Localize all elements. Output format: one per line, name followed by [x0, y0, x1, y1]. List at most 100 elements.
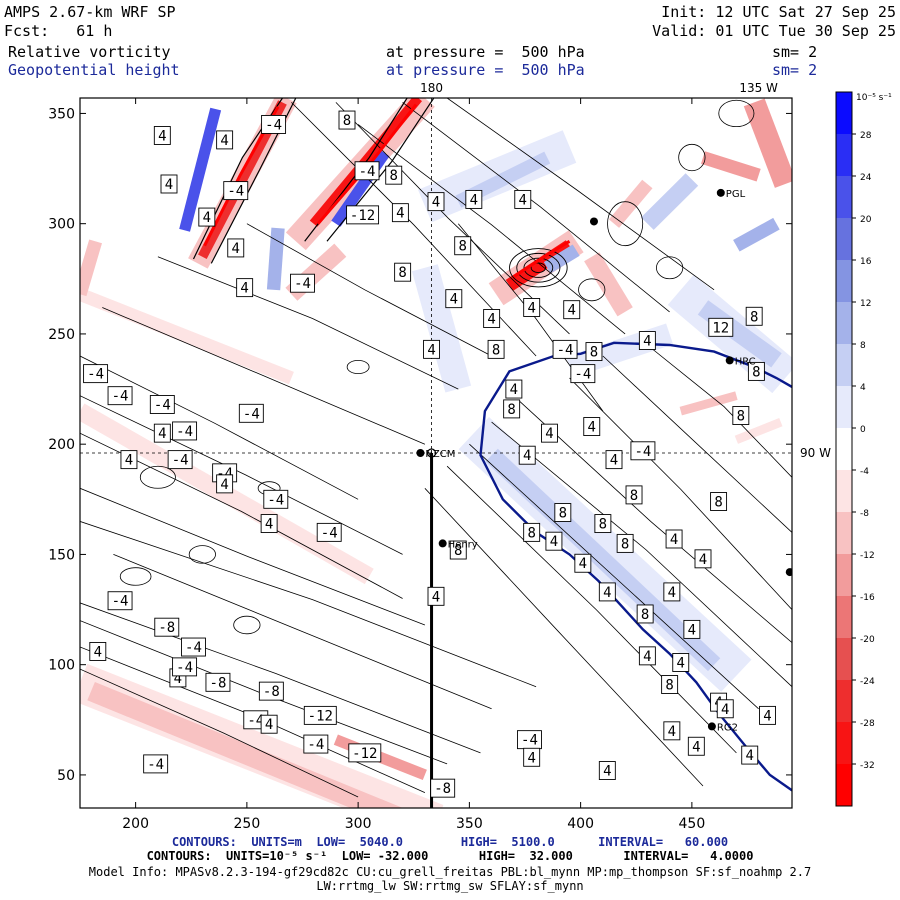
contour-label-box: [708, 317, 734, 337]
vort-cell: [656, 256, 684, 280]
contour-label: -4: [172, 421, 198, 441]
contour-label-box: [216, 130, 234, 150]
vort-contour: [80, 668, 359, 798]
contour-label-text: 4: [232, 241, 240, 257]
vort-contour: [80, 602, 481, 754]
vort-contour: [157, 256, 459, 390]
contour-label-text: 4: [165, 177, 173, 193]
contour-label-box: [465, 189, 483, 209]
contour-label-text: 8: [630, 488, 638, 504]
contour-label-text: 4: [668, 585, 676, 601]
vortex-core-line: [513, 240, 571, 278]
contour-label-text: 4: [94, 644, 102, 660]
contour-label-box: [541, 423, 558, 443]
contour-label: -4: [354, 161, 380, 181]
contour-label-text: 4: [523, 448, 531, 464]
contour-label-box: [732, 406, 750, 425]
contour-label-text: -8: [434, 781, 451, 797]
contour-label: 4: [216, 130, 234, 150]
contour-label: 4: [523, 747, 541, 767]
colorbar-swatch: [836, 554, 852, 597]
contour-label-text: -4: [247, 713, 264, 729]
contour-label-box: [260, 514, 278, 534]
pos-band-d-core: [697, 300, 782, 368]
contour-label: 4: [672, 653, 690, 672]
contour-label-text: 4: [158, 128, 166, 144]
forecast-hours: 61 h: [76, 22, 113, 40]
contour-label-text: 4: [265, 517, 273, 533]
contour-label-text: -4: [359, 164, 376, 180]
neg-band-upper-left: [80, 288, 294, 385]
contour-label: -12: [348, 743, 382, 763]
jet-left-blue: [179, 107, 222, 232]
contour-label: -4: [316, 522, 342, 542]
vort-contour: [569, 377, 792, 610]
contour-label-box: [160, 174, 178, 194]
contour-label: 4: [423, 339, 440, 359]
contour-label-text: 4: [721, 702, 729, 718]
contour-label-text: -4: [112, 594, 129, 610]
colorbar-tick-label: -12: [860, 551, 875, 561]
contour-label-text: -4: [176, 660, 193, 676]
contour-label-box: [346, 205, 380, 225]
contour-label: 4: [427, 586, 445, 606]
contour-label: -4: [552, 339, 578, 359]
contour-label: 8: [449, 540, 467, 560]
station-label: HRC: [735, 356, 756, 367]
contour-label: 8: [710, 492, 728, 511]
geopotential-height-contours: [479, 341, 792, 792]
colorbar-swatch: [836, 764, 852, 807]
contour-label: 4: [694, 549, 712, 569]
vort-contour: [518, 399, 792, 643]
contour-label-box: [598, 761, 616, 780]
contour-label-text: 8: [750, 309, 758, 325]
contour-label-text: -4: [521, 733, 538, 749]
contour-label-text: 4: [220, 133, 228, 149]
contour-label-box: [449, 540, 467, 560]
contour-label-box: [303, 705, 337, 725]
contour-label: 8: [523, 522, 541, 542]
contour-label: 4: [153, 126, 171, 145]
cell-red-e: [679, 391, 738, 416]
contour-label-text: -12: [350, 208, 375, 224]
cell-blue-a: [641, 173, 699, 230]
contour-label-text: 8: [527, 525, 535, 541]
colorbar-tick-label: -32: [860, 761, 875, 771]
plot-frame: [79, 97, 793, 809]
contour-label-text: 4: [125, 453, 133, 469]
y-tick-label: 200: [48, 437, 75, 453]
contour-label-text: 4: [396, 206, 404, 222]
vort-contour: [80, 521, 537, 688]
contour-label: 4: [120, 450, 138, 470]
contour-label-text: -4: [227, 184, 244, 200]
contour-label-box: [545, 531, 563, 551]
colorbar-tick-label: 28: [860, 131, 872, 141]
vort-contour: [335, 102, 570, 335]
contour-label-box: [594, 514, 612, 534]
contour-label-box: [616, 533, 634, 553]
vort-cell: [346, 360, 370, 375]
contour-label-text: 8: [590, 345, 598, 361]
contour-label-box: [716, 699, 734, 719]
vort-cell: [188, 545, 216, 564]
field1-name: Relative vorticity: [8, 43, 171, 61]
y-tick-label: 100: [48, 658, 75, 674]
contour-label-box: [154, 617, 180, 637]
contour-label-text: 4: [265, 717, 273, 733]
station-dot: [785, 568, 792, 577]
valid-time: Valid: 01 UTC Tue 30 Sep 25: [652, 22, 896, 40]
vort-cell: [718, 99, 755, 128]
contour-label: 8: [487, 339, 505, 359]
y-tick-label: 350: [48, 106, 75, 122]
colorbar-units: 10⁻⁵ s⁻¹: [856, 93, 892, 103]
contour-label-box: [391, 203, 409, 223]
vort-contour: [491, 421, 792, 687]
x-tick-label: 350: [456, 816, 483, 832]
contour-label-text: 4: [699, 552, 707, 568]
contour-label-text: 4: [588, 420, 596, 436]
contour-label-text: -4: [172, 453, 189, 469]
contour-label: -4: [167, 450, 193, 470]
contour-label-box: [290, 273, 315, 293]
crosshair-lines: [80, 98, 792, 808]
